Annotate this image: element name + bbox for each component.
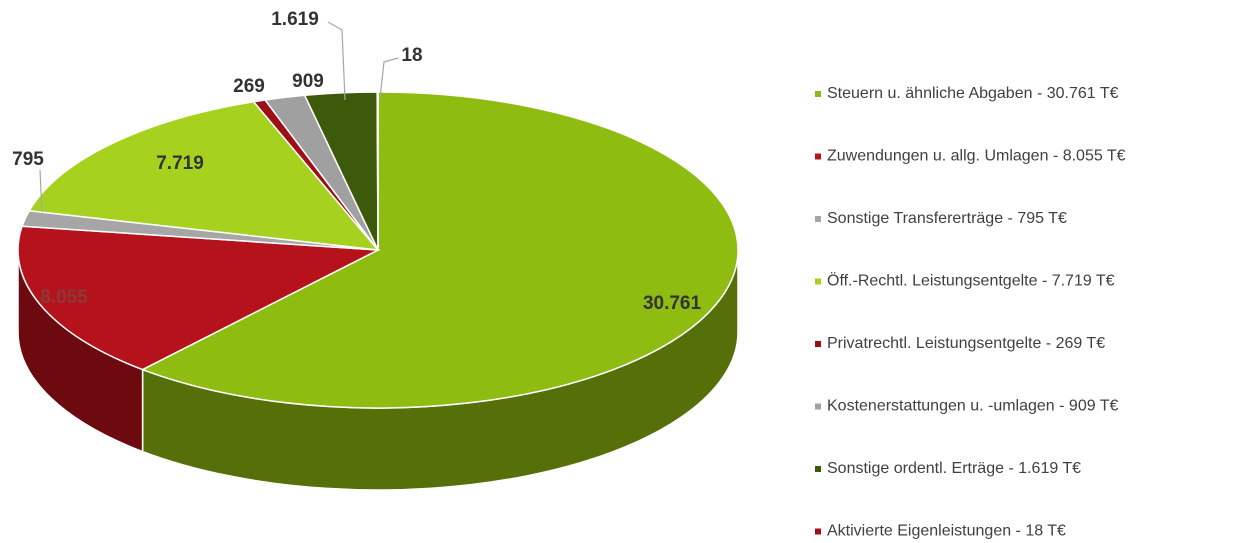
leader-line — [379, 57, 399, 99]
legend-swatch — [815, 341, 821, 347]
legend-swatch — [815, 528, 821, 535]
legend-label: Zuwendungen u. allg. Umlagen - 8.055 T€ — [827, 148, 1126, 165]
data-label: 1.619 — [271, 9, 319, 30]
data-label: 30.761 — [643, 293, 702, 314]
legend-swatch — [815, 153, 821, 160]
legend-label: Öff.-Rechtl. Leistungsentgelte - 7.719 T… — [827, 272, 1115, 290]
legend-swatch — [815, 403, 821, 410]
data-label: 795 — [12, 149, 44, 170]
legend-swatch — [815, 216, 821, 222]
pie-slice — [17, 225, 381, 371]
pie-slice — [376, 91, 379, 251]
legend-label: Aktivierte Eigenleistungen - 18 T€ — [827, 523, 1066, 540]
legend-swatch — [815, 466, 821, 472]
legend-label: Kostenerstattungen u. -umlagen - 909 T€ — [827, 398, 1119, 415]
legend-label: Steuern u. ähnliche Abgaben - 30.761 T€ — [827, 85, 1119, 102]
legend-swatch — [815, 278, 821, 285]
leader-line — [327, 21, 346, 101]
data-label: 18 — [401, 45, 422, 66]
pie-slice — [140, 91, 739, 409]
data-label: 269 — [233, 76, 265, 97]
leader-line — [39, 169, 43, 213]
legend-label: Sonstige Transfererträge - 795 T€ — [827, 210, 1067, 227]
data-label: 7.719 — [156, 153, 204, 174]
legend-swatch — [815, 91, 821, 97]
legend-label: Privatrechtl. Leistungsentgelte - 269 T€ — [827, 335, 1105, 352]
legend-label: Sonstige ordentl. Erträge - 1.619 T€ — [827, 460, 1081, 477]
data-label: 909 — [292, 71, 324, 92]
data-label: 8.055 — [40, 287, 88, 308]
